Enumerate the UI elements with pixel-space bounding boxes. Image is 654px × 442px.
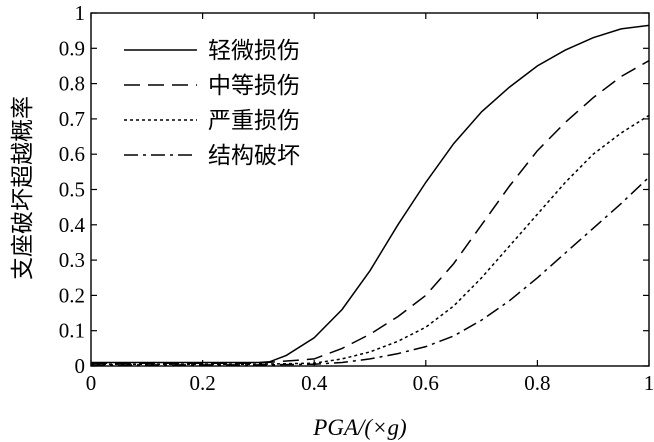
legend-label-2: 中等损伤 bbox=[208, 73, 300, 99]
y-axis-title: 支座破坏超越概率 bbox=[10, 96, 36, 280]
legend-label-3: 严重损伤 bbox=[208, 108, 300, 134]
axes: 0 0.2 0.4 0.6 0.8 1 0 0.1 0.2 0.3 0.4 0.5 0.6 0.7 0.8 0… bbox=[59, 1, 654, 395]
series-lines bbox=[91, 24, 650, 366]
series-line-2 bbox=[91, 60, 650, 364]
y-tick-label: 0.1 bbox=[59, 319, 85, 343]
y-tick-label: 0.3 bbox=[59, 248, 85, 272]
x-tick-label: 0 bbox=[86, 371, 97, 395]
y-tick-label: 0.2 bbox=[59, 283, 85, 307]
x-tick-label: 0.4 bbox=[301, 371, 328, 395]
y-tick-label: 0.8 bbox=[59, 72, 85, 96]
y-tick-label: 0.5 bbox=[59, 178, 85, 202]
legend-label-4: 结构破坏 bbox=[208, 143, 300, 169]
y-tick-label: 1 bbox=[75, 1, 86, 25]
x-tick-label: 1 bbox=[644, 371, 654, 395]
x-tick-label: 0.6 bbox=[413, 371, 439, 395]
legend-label-1: 轻微损伤 bbox=[208, 38, 300, 64]
y-tick-label: 0.9 bbox=[59, 36, 85, 60]
y-tick-label: 0.6 bbox=[59, 142, 85, 166]
x-tick-label: 0.2 bbox=[189, 371, 215, 395]
y-tick-label: 0.7 bbox=[59, 107, 85, 131]
y-tick-label: 0 bbox=[75, 354, 86, 378]
x-tick-label: 0.8 bbox=[524, 371, 550, 395]
series-line-3 bbox=[91, 114, 650, 365]
x-axis-title: PGA/(×g) bbox=[312, 415, 406, 440]
series-line-1 bbox=[91, 24, 650, 364]
y-tick-label: 0.4 bbox=[59, 213, 86, 237]
series-line-4 bbox=[91, 176, 650, 366]
plot-frame bbox=[90, 12, 650, 367]
